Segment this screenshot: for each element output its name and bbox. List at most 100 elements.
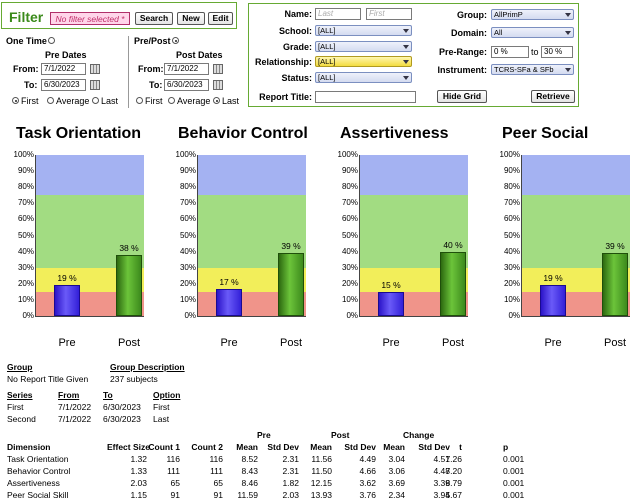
y-axis-line bbox=[521, 155, 522, 316]
pre-last-label: Last bbox=[101, 96, 119, 106]
group-value: No Report Title Given bbox=[7, 374, 89, 384]
series-row-from: 7/1/2022 bbox=[58, 402, 92, 412]
column-header: p bbox=[503, 442, 509, 452]
table-cell: Task Orientation bbox=[7, 454, 69, 464]
status-select[interactable]: [ALL] bbox=[315, 72, 412, 83]
table-cell: 4.48 bbox=[433, 466, 450, 476]
y-tick-label: 90% bbox=[503, 166, 520, 176]
report-title-input[interactable] bbox=[315, 91, 416, 103]
table-cell: 3.76 bbox=[359, 490, 376, 500]
pre-average-radio[interactable] bbox=[47, 97, 54, 104]
table-cell: Behavior Control bbox=[7, 466, 71, 476]
bar-value-label: 15 % bbox=[381, 279, 401, 290]
table-cell: 3.04 bbox=[388, 454, 405, 464]
instrument-select[interactable]: TCRS-SFa & SFb bbox=[491, 64, 574, 75]
bar-value-label: 39 % bbox=[281, 241, 301, 252]
y-tick-label: 80% bbox=[17, 182, 34, 192]
pre-first-radio[interactable] bbox=[12, 97, 19, 104]
y-tick-label: 50% bbox=[179, 230, 196, 240]
table-cell: 0.001 bbox=[503, 454, 525, 464]
group-select[interactable]: AllPrimP bbox=[491, 9, 574, 20]
change-group-header: Change bbox=[403, 430, 435, 440]
last-name-input[interactable]: Last bbox=[315, 8, 361, 20]
post-from-input[interactable]: 7/1/2022 bbox=[164, 63, 209, 75]
post-from-calendar-icon[interactable] bbox=[213, 64, 223, 74]
pre-last-radio[interactable] bbox=[92, 97, 99, 104]
y-tick-label: 90% bbox=[179, 166, 196, 176]
y-tick-label: 20% bbox=[17, 278, 34, 288]
y-tick-label: 40% bbox=[17, 246, 34, 256]
post-first-radio[interactable] bbox=[136, 97, 143, 104]
y-tick-label: 90% bbox=[17, 166, 34, 176]
search-button[interactable]: Search bbox=[135, 12, 173, 25]
table-cell: 8.43 bbox=[241, 466, 258, 476]
y-tick-label: 50% bbox=[17, 230, 34, 240]
post-to-calendar-icon[interactable] bbox=[213, 80, 223, 90]
selected-filter-chip[interactable]: No filter selected * bbox=[50, 12, 130, 25]
group-description-header: Group Description bbox=[110, 362, 185, 372]
column-header: Std Dev bbox=[418, 442, 450, 452]
y-tick-label: 70% bbox=[17, 198, 34, 208]
one-time-label: One Time bbox=[6, 36, 47, 46]
y-tick-label: 20% bbox=[503, 278, 520, 288]
y-tick-label: 100% bbox=[337, 150, 358, 159]
pre-range-from-input[interactable]: 0 % bbox=[491, 46, 529, 58]
relationship-select[interactable]: [ALL] bbox=[315, 56, 412, 67]
table-cell: 3.94 bbox=[433, 490, 450, 500]
series-row-option: Last bbox=[153, 414, 170, 424]
table-cell: 65 bbox=[213, 478, 223, 488]
edit-button[interactable]: Edit bbox=[208, 12, 233, 25]
table-cell: 0.001 bbox=[503, 466, 525, 476]
first-name-input[interactable]: First bbox=[366, 8, 412, 20]
y-axis-line bbox=[359, 155, 360, 316]
series-row-to: 6/30/2023 bbox=[103, 414, 141, 424]
pre-first-label: First bbox=[21, 96, 39, 106]
post-average-radio[interactable] bbox=[168, 97, 175, 104]
x-category-label: Pre bbox=[58, 337, 76, 349]
pre-post-label: Pre/Post bbox=[134, 36, 171, 46]
name-label: Name: bbox=[284, 9, 312, 19]
retrieve-button[interactable]: Retrieve bbox=[531, 90, 575, 103]
y-tick-label: 40% bbox=[341, 246, 358, 256]
post-to-input[interactable]: 6/30/2023 bbox=[164, 79, 209, 91]
table-cell: 0.001 bbox=[503, 490, 525, 500]
bar-value-label: 40 % bbox=[443, 239, 463, 250]
pre-to-calendar-icon[interactable] bbox=[90, 80, 100, 90]
bar-value-label: 39 % bbox=[605, 241, 625, 252]
y-tick-label: 30% bbox=[17, 262, 34, 272]
y-tick-label: 0% bbox=[22, 311, 34, 320]
domain-select[interactable]: All bbox=[491, 27, 574, 38]
grade-select[interactable]: [ALL] bbox=[315, 41, 412, 52]
post-last-radio[interactable] bbox=[213, 97, 220, 104]
pre-range-to-label: to bbox=[531, 47, 539, 57]
y-tick-label: 70% bbox=[503, 198, 520, 208]
pre-post-radio[interactable] bbox=[172, 37, 179, 44]
hide-grid-button[interactable]: Hide Grid bbox=[437, 90, 487, 103]
pre-to-input[interactable]: 6/30/2023 bbox=[41, 79, 86, 91]
series-to-header: To bbox=[103, 390, 113, 400]
grade-label: Grade: bbox=[282, 42, 312, 52]
pre-from-calendar-icon[interactable] bbox=[90, 64, 100, 74]
pre-bar bbox=[54, 285, 80, 316]
one-time-radio[interactable] bbox=[48, 37, 55, 44]
pre-range-to-input[interactable]: 30 % bbox=[541, 46, 573, 58]
x-category-label: Post bbox=[441, 337, 464, 349]
y-tick-label: 50% bbox=[503, 230, 520, 240]
table-cell: 7.26 bbox=[445, 454, 462, 464]
x-category-label: Post bbox=[279, 337, 302, 349]
y-tick-label: 40% bbox=[179, 246, 196, 256]
y-tick-label: 60% bbox=[17, 214, 34, 224]
chart-band bbox=[36, 155, 144, 196]
table-cell: 111 bbox=[210, 466, 223, 476]
chevron-down-icon bbox=[565, 68, 571, 72]
y-tick-label: 10% bbox=[503, 294, 520, 304]
x-axis-line bbox=[521, 316, 630, 317]
series-row-to: 6/30/2023 bbox=[103, 402, 141, 412]
y-tick-label: 10% bbox=[341, 294, 358, 304]
status-label: Status: bbox=[281, 73, 312, 83]
new-button[interactable]: New bbox=[177, 12, 205, 25]
relationship-label: Relationship: bbox=[254, 57, 312, 67]
table-cell: Assertiveness bbox=[7, 478, 60, 488]
pre-from-input[interactable]: 7/1/2022 bbox=[41, 63, 86, 75]
school-select[interactable]: [ALL] bbox=[315, 25, 412, 36]
